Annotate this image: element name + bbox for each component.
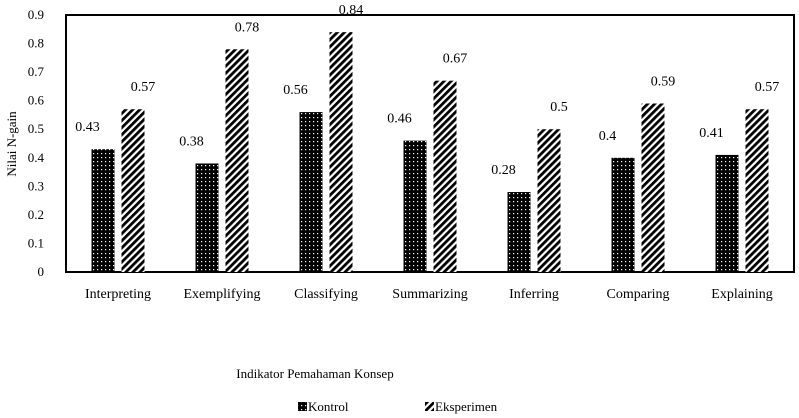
category-label: Inferring <box>509 287 559 302</box>
bar-kontrol <box>403 140 427 272</box>
data-label-kontrol: 0.46 <box>387 112 412 127</box>
category-label: Comparing <box>607 287 670 302</box>
category-label: Exemplifying <box>184 287 261 302</box>
x-axis-title: Indikator Pemahaman Konsep <box>236 366 393 381</box>
y-tick-label: 0.9 <box>28 7 44 22</box>
bar-eksperimen <box>745 109 769 272</box>
data-label-kontrol: 0.41 <box>699 126 724 141</box>
category-label: Classifying <box>294 287 358 302</box>
data-label-eksperimen: 0.57 <box>131 80 156 95</box>
plot-area-border <box>65 14 795 273</box>
y-tick-label: 0 <box>38 264 45 279</box>
data-label-kontrol: 0.4 <box>599 129 617 144</box>
legend-swatch-eksperimen <box>425 402 434 411</box>
data-label-eksperimen: 0.5 <box>550 100 568 115</box>
legend-swatch-kontrol <box>298 402 307 411</box>
bar-kontrol <box>195 163 219 272</box>
data-label-eksperimen: 0.78 <box>235 20 260 35</box>
y-tick-label: 0.8 <box>28 36 44 51</box>
y-tick-label: 0.5 <box>28 121 44 136</box>
bar-eksperimen <box>433 80 457 272</box>
legend: Kontrol Eksperimen <box>298 399 498 414</box>
bar-eksperimen <box>537 129 561 272</box>
y-tick-label: 0.4 <box>28 150 45 165</box>
data-label-eksperimen: 0.84 <box>339 3 364 18</box>
y-tick-label: 0.2 <box>28 207 44 222</box>
legend-label-kontrol: Kontrol <box>308 399 349 414</box>
data-label-kontrol: 0.28 <box>491 163 516 178</box>
category-label: Summarizing <box>392 287 467 302</box>
bar-eksperimen <box>641 103 665 273</box>
bar-kontrol <box>299 112 323 272</box>
y-tick-label: 0.7 <box>28 64 45 79</box>
bar-kontrol <box>507 192 531 272</box>
bar-kontrol <box>715 154 739 272</box>
category-label: Interpreting <box>85 287 151 302</box>
bar-eksperimen <box>329 32 353 273</box>
y-tick-label: 0.6 <box>28 93 45 108</box>
bar-eksperimen <box>121 109 145 272</box>
y-tick-label: 0.3 <box>28 178 44 193</box>
data-label-kontrol: 0.56 <box>283 83 308 98</box>
data-label-eksperimen: 0.67 <box>443 52 468 67</box>
category-label: Explaining <box>711 287 772 302</box>
data-label-eksperimen: 0.57 <box>755 80 780 95</box>
bar-kontrol <box>91 149 115 272</box>
y-tick-label: 0.1 <box>28 235 44 250</box>
legend-label-eksperimen: Eksperimen <box>435 399 498 414</box>
data-label-kontrol: 0.43 <box>75 120 100 135</box>
data-label-eksperimen: 0.59 <box>651 75 676 90</box>
y-axis-title: Nilai N-gain <box>4 111 19 177</box>
data-label-kontrol: 0.38 <box>179 134 204 149</box>
bar-kontrol <box>611 157 635 272</box>
bar-eksperimen <box>225 49 249 273</box>
